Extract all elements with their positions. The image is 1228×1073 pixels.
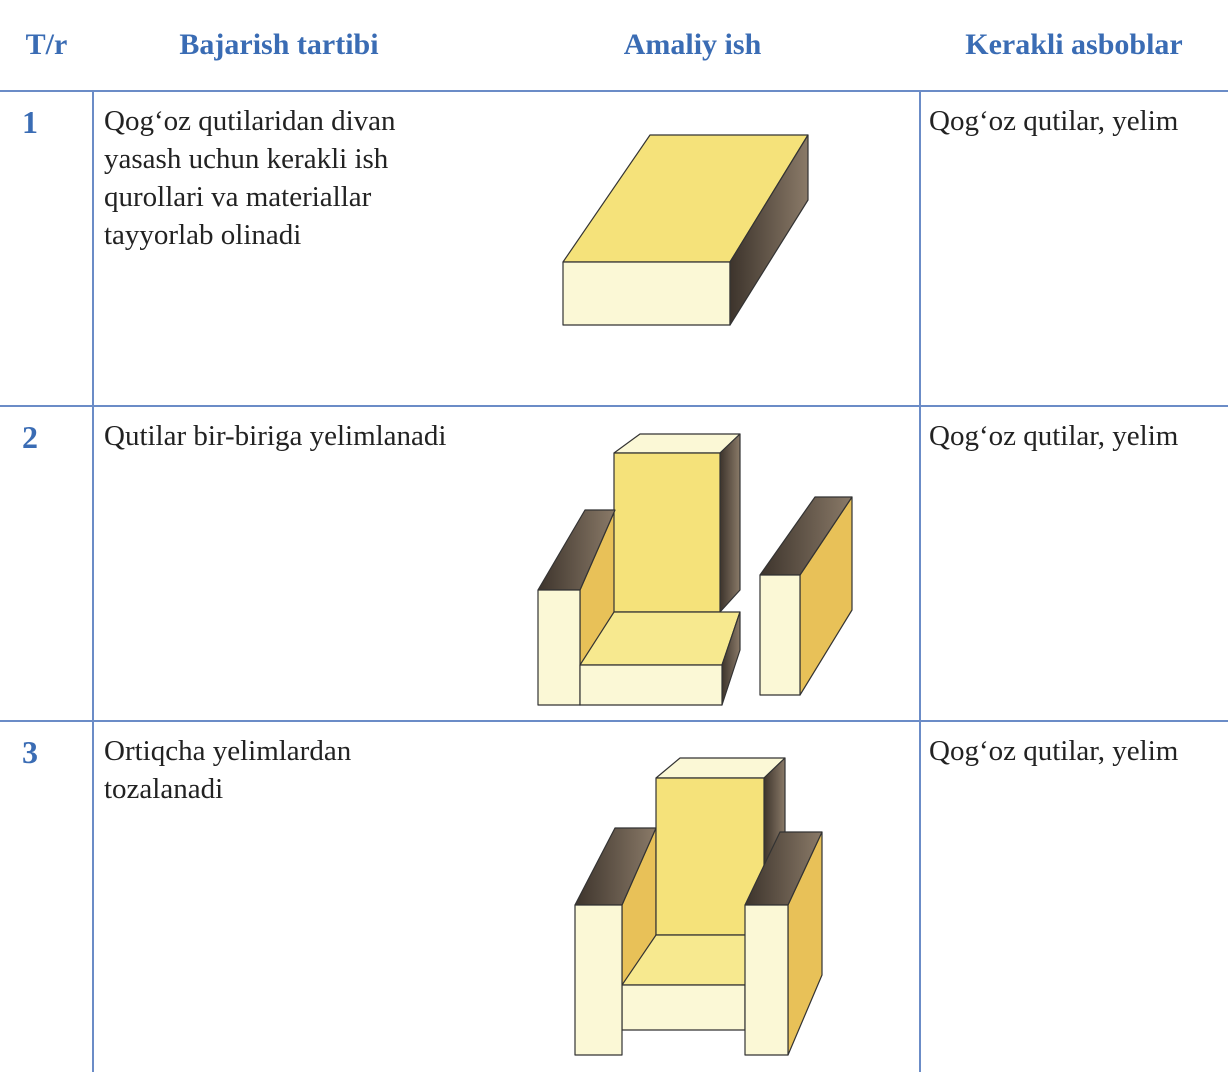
- row: 1 Qog‘oz qutilaridan divan yasash uchun …: [0, 91, 1228, 406]
- header-cell: Kerakli asboblar: [965, 28, 1183, 61]
- header-cell: Amaliy ish: [623, 28, 762, 61]
- step-text: Ortiqcha yelimlardan tozalanadi: [104, 735, 352, 805]
- tools: Qog‘oz qutilar, yelim: [919, 721, 1228, 1072]
- step-text: Qutilar bir-biriga yelimlanadi: [104, 420, 447, 452]
- illustration-cell: [465, 91, 920, 406]
- step-text: Qog‘oz qutilaridan divan yasash uchun ke…: [104, 105, 396, 251]
- step-number: 3: [0, 721, 94, 1072]
- step-number: 1: [0, 91, 94, 406]
- header-cell: T/r: [25, 28, 68, 61]
- step-number: 2: [0, 406, 94, 721]
- header-row: T/r Bajarish tartibi Amaliy ish Kerakli …: [0, 0, 1228, 91]
- illustration-cell: [465, 721, 920, 1072]
- tools: Qog‘oz qutilar, yelim: [919, 91, 1228, 406]
- header-cell: Bajarish tartibi: [179, 28, 379, 61]
- row: 3 Ortiqcha yelimlardan tozalanadi Qog‘oz…: [0, 721, 1228, 1072]
- tools: Qog‘oz qutilar, yelim: [919, 406, 1228, 721]
- illustration-cell: [465, 406, 920, 721]
- row: 2 Qutilar bir-biriga yelimlanadi Qog‘oz …: [0, 406, 1228, 721]
